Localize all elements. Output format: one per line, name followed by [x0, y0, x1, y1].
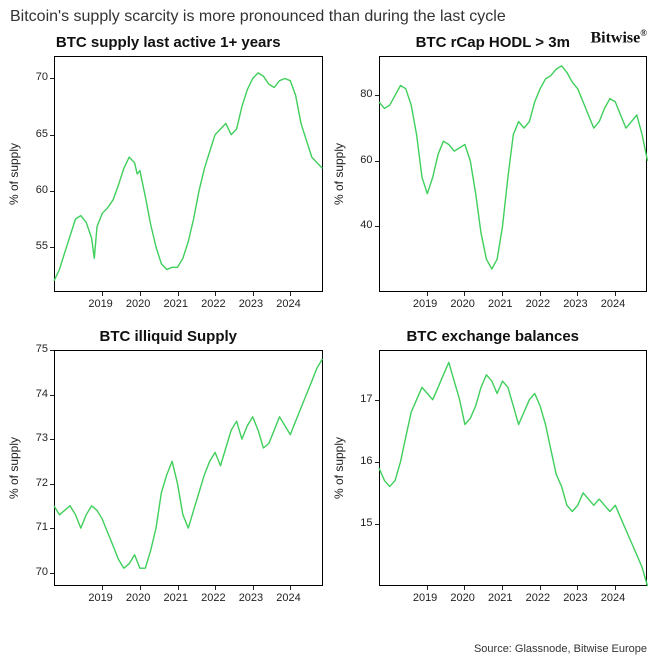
- source-attribution: Source: Glassnode, Bitwise Europe: [474, 643, 647, 655]
- chart-line-illiquid_supply: [6, 322, 331, 616]
- page-title: Bitcoin's supply scarcity is more pronou…: [0, 0, 661, 28]
- panel-rcap-hodl-3m: BTC rCap HODL > 3m% of supply40608020192…: [331, 28, 656, 322]
- chart-line-supply_active_1y: [6, 28, 331, 322]
- panel-illiquid-supply: BTC illiquid Supply% of supply7071727374…: [6, 322, 331, 616]
- panel-exchange-balances: BTC exchange balances% of supply15161720…: [331, 322, 656, 616]
- chart-line-exchange_balances: [331, 322, 656, 616]
- panel-supply-active-1y: BTC supply last active 1+ years% of supp…: [6, 28, 331, 322]
- chart-line-rcap_hodl_3m: [331, 28, 656, 322]
- chart-grid: BTC supply last active 1+ years% of supp…: [0, 28, 661, 616]
